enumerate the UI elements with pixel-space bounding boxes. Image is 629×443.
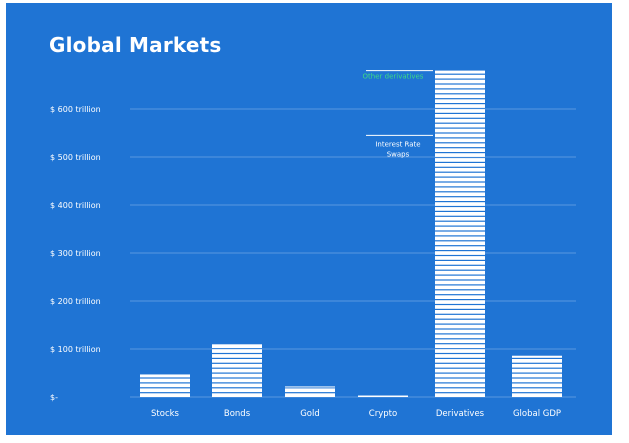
x-tick-label: Bonds [224, 409, 251, 419]
y-tick-label: $- [50, 393, 58, 402]
bar-gold [285, 386, 335, 397]
x-tick-label: Crypto [369, 409, 397, 419]
annotation-label-interest-rate-swaps: Interest Rate [375, 140, 420, 148]
bar-derivatives [435, 70, 485, 397]
chart-frame: Global Markets $- $ 100 trillion $ 200 tri… [6, 3, 612, 435]
x-tick-label: Stocks [151, 409, 180, 419]
y-tick-label: $ 600 trillion [50, 105, 101, 114]
x-tick-label: Gold [300, 409, 320, 419]
annotation-label-interest-rate-swaps: Swaps [387, 150, 410, 158]
bar-bonds [212, 344, 262, 397]
bar-chart: $- $ 100 trillion $ 200 trillion $ 300 tril… [50, 70, 576, 419]
x-tick-label: Derivatives [436, 409, 485, 419]
annotation-label-other-derivatives: Other derivatives [363, 73, 424, 81]
bar-stocks [140, 374, 190, 397]
chart-title: Global Markets [49, 33, 222, 57]
y-tick-label: $ 300 trillion [50, 249, 101, 258]
bar-global-gdp [512, 355, 562, 397]
y-tick-label: $ 200 trillion [50, 297, 101, 306]
y-tick-label: $ 100 trillion [50, 345, 101, 354]
y-tick-label: $ 500 trillion [50, 153, 101, 162]
x-tick-label: Global GDP [513, 409, 561, 419]
bar-crypto [358, 395, 408, 397]
y-tick-label: $ 400 trillion [50, 201, 101, 210]
